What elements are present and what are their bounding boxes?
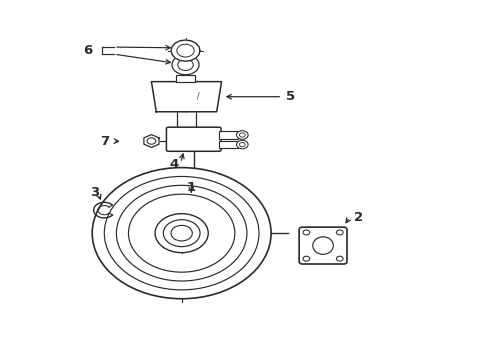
Circle shape xyxy=(336,256,343,261)
Polygon shape xyxy=(143,135,159,147)
Circle shape xyxy=(178,59,193,71)
Circle shape xyxy=(128,194,234,272)
Circle shape xyxy=(177,44,194,57)
Text: 7: 7 xyxy=(100,135,109,148)
Text: 5: 5 xyxy=(285,90,294,103)
Bar xyxy=(219,141,238,148)
Polygon shape xyxy=(151,82,221,112)
Circle shape xyxy=(336,230,343,235)
Circle shape xyxy=(116,185,246,281)
Circle shape xyxy=(163,220,200,247)
Circle shape xyxy=(239,133,244,137)
Circle shape xyxy=(104,176,259,290)
Circle shape xyxy=(172,55,199,75)
Text: 4: 4 xyxy=(169,158,179,171)
Text: 1: 1 xyxy=(186,181,196,194)
Text: 3: 3 xyxy=(90,186,99,199)
Circle shape xyxy=(236,131,247,139)
FancyBboxPatch shape xyxy=(166,127,221,151)
Circle shape xyxy=(147,138,156,144)
Text: 6: 6 xyxy=(82,44,92,57)
Text: 2: 2 xyxy=(353,211,362,224)
Text: /: / xyxy=(197,91,200,100)
Circle shape xyxy=(155,214,208,253)
Circle shape xyxy=(239,143,244,147)
Circle shape xyxy=(236,140,247,149)
Ellipse shape xyxy=(312,237,333,255)
Bar xyxy=(176,75,194,82)
Circle shape xyxy=(171,225,192,241)
Polygon shape xyxy=(171,40,200,61)
FancyBboxPatch shape xyxy=(299,227,346,264)
Circle shape xyxy=(303,230,309,235)
Circle shape xyxy=(92,168,270,299)
Bar xyxy=(219,131,238,139)
Circle shape xyxy=(303,256,309,261)
